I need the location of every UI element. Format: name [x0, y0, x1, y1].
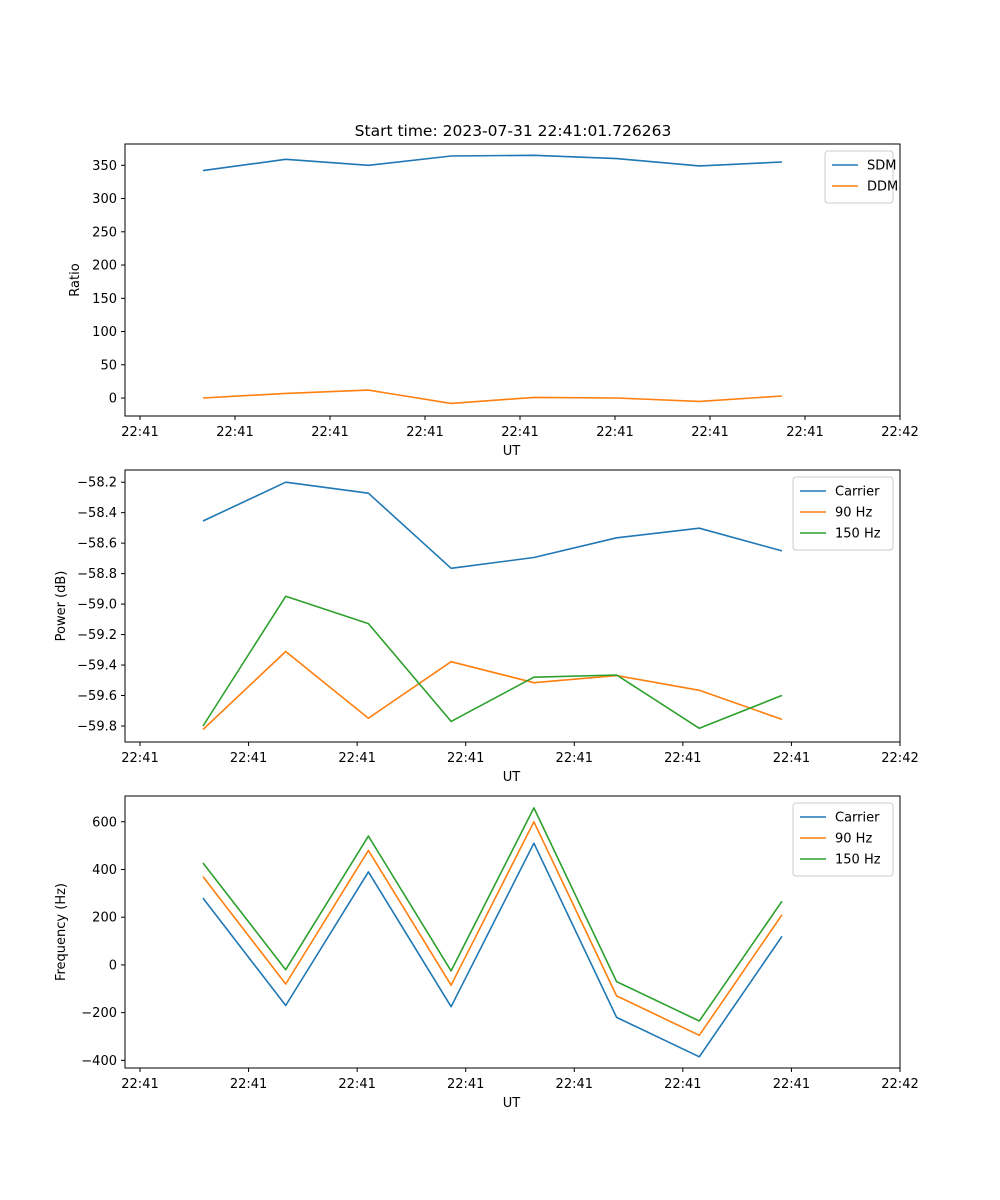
- y-tick-label: 50: [100, 358, 117, 373]
- y-axis-label: Power (dB): [54, 571, 69, 642]
- axes-frame: [124, 143, 901, 417]
- legend-label: Carrier: [835, 485, 880, 500]
- x-axis-label: UT: [503, 770, 521, 785]
- legend-label: 150 Hz: [835, 853, 881, 868]
- y-tick-label: 400: [92, 863, 117, 878]
- x-tick-label: 22:41: [596, 425, 633, 440]
- x-tick-label: 22:41: [216, 425, 253, 440]
- legend: SDM DDM: [824, 150, 898, 204]
- series-line-150-hz: [202, 807, 783, 1022]
- y-tick-label: −58.4: [77, 506, 117, 521]
- x-tick-label: 22:41: [338, 1077, 375, 1092]
- y-tick-label: 0: [109, 958, 117, 973]
- x-tick-label: 22:41: [447, 751, 484, 766]
- y-tick-label: 200: [92, 259, 117, 274]
- x-tick-label: 22:42: [881, 751, 918, 766]
- y-axis-label: Frequency (Hz): [54, 883, 69, 981]
- figure-title: Start time: 2023-07-31 22:41:01.726263: [355, 122, 672, 140]
- y-tick-label: 150: [92, 292, 117, 307]
- legend-label: DDM: [867, 180, 898, 195]
- series-line-ddm: [202, 389, 783, 405]
- x-tick-label: 22:42: [881, 425, 918, 440]
- y-tick-label: −59.6: [77, 689, 117, 704]
- y-tick-label: −59.8: [77, 720, 117, 735]
- y-tick-label: 100: [92, 325, 117, 340]
- x-tick-label: 22:41: [230, 1077, 267, 1092]
- x-tick-label: 22:41: [230, 751, 267, 766]
- series-line-sdm: [202, 154, 783, 172]
- x-tick-label: 22:41: [121, 425, 158, 440]
- y-tick-label: −59.2: [77, 628, 117, 643]
- plots: 22:41 22:41 22:41 22:41 22:41 22:41 22:41 22:41…: [54, 143, 919, 1111]
- x-tick-label: 22:41: [338, 751, 375, 766]
- x-tick-label: 22:41: [691, 425, 728, 440]
- legend-box: [792, 802, 894, 877]
- axes-frame: [124, 795, 901, 1069]
- x-tick-label: 22:41: [121, 751, 158, 766]
- legend-box: [824, 150, 894, 204]
- legend-label: Carrier: [835, 811, 880, 826]
- series-line-150-hz: [202, 595, 783, 730]
- legend-label: SDM: [867, 159, 896, 174]
- series-line-carrier: [202, 842, 783, 1058]
- x-tick-label: 22:41: [786, 425, 823, 440]
- y-tick-label: −200: [81, 1006, 117, 1021]
- x-tick-label: 22:41: [447, 1077, 484, 1092]
- x-tick-label: 22:41: [406, 425, 443, 440]
- y-tick-label: 300: [92, 192, 117, 207]
- x-tick-label: 22:41: [121, 1077, 158, 1092]
- legend: Carrier 90 Hz 150 Hz: [792, 802, 894, 877]
- series-line-carrier: [202, 481, 783, 570]
- legend: Carrier 90 Hz 150 Hz: [792, 476, 894, 551]
- series-line-90-hz: [202, 650, 783, 731]
- x-tick-label: 22:41: [556, 751, 593, 766]
- x-tick-label: 22:42: [881, 1077, 918, 1092]
- subplot-1: 22:41 22:41 22:41 22:41 22:41 22:41 22:41 22:41…: [68, 143, 919, 459]
- subplot-2: 22:41 22:41 22:41 22:41 22:41 22:41 22:41 22:42…: [54, 469, 919, 785]
- legend-label: 90 Hz: [835, 832, 872, 847]
- y-tick-label: 250: [92, 225, 117, 240]
- y-tick-label: 200: [92, 911, 117, 926]
- series-line-90-hz: [202, 820, 783, 1037]
- x-tick-label: 22:41: [664, 1077, 701, 1092]
- y-axis-label: Ratio: [68, 263, 83, 296]
- x-tick-label: 22:41: [501, 425, 538, 440]
- y-tick-label: −58.6: [77, 537, 117, 552]
- legend-box: [792, 476, 894, 551]
- axes-frame: [124, 469, 901, 743]
- x-tick-label: 22:41: [773, 751, 810, 766]
- x-axis-label: UT: [503, 1096, 521, 1111]
- legend-label: 90 Hz: [835, 506, 872, 521]
- x-tick-label: 22:41: [664, 751, 701, 766]
- y-tick-label: 0: [109, 392, 117, 407]
- x-tick-label: 22:41: [311, 425, 348, 440]
- y-tick-label: −400: [81, 1054, 117, 1069]
- y-tick-label: 350: [92, 159, 117, 174]
- legend-label: 150 Hz: [835, 527, 881, 542]
- y-tick-label: −58.2: [77, 476, 117, 491]
- x-tick-label: 22:41: [773, 1077, 810, 1092]
- subplot-3: 22:41 22:41 22:41 22:41 22:41 22:41 22:41 22:42…: [54, 795, 919, 1111]
- x-tick-label: 22:41: [556, 1077, 593, 1092]
- y-tick-label: 600: [92, 815, 117, 830]
- y-tick-label: −59.4: [77, 659, 117, 674]
- x-axis-label: UT: [503, 444, 521, 459]
- y-tick-label: −58.8: [77, 567, 117, 582]
- y-tick-label: −59.0: [77, 598, 117, 613]
